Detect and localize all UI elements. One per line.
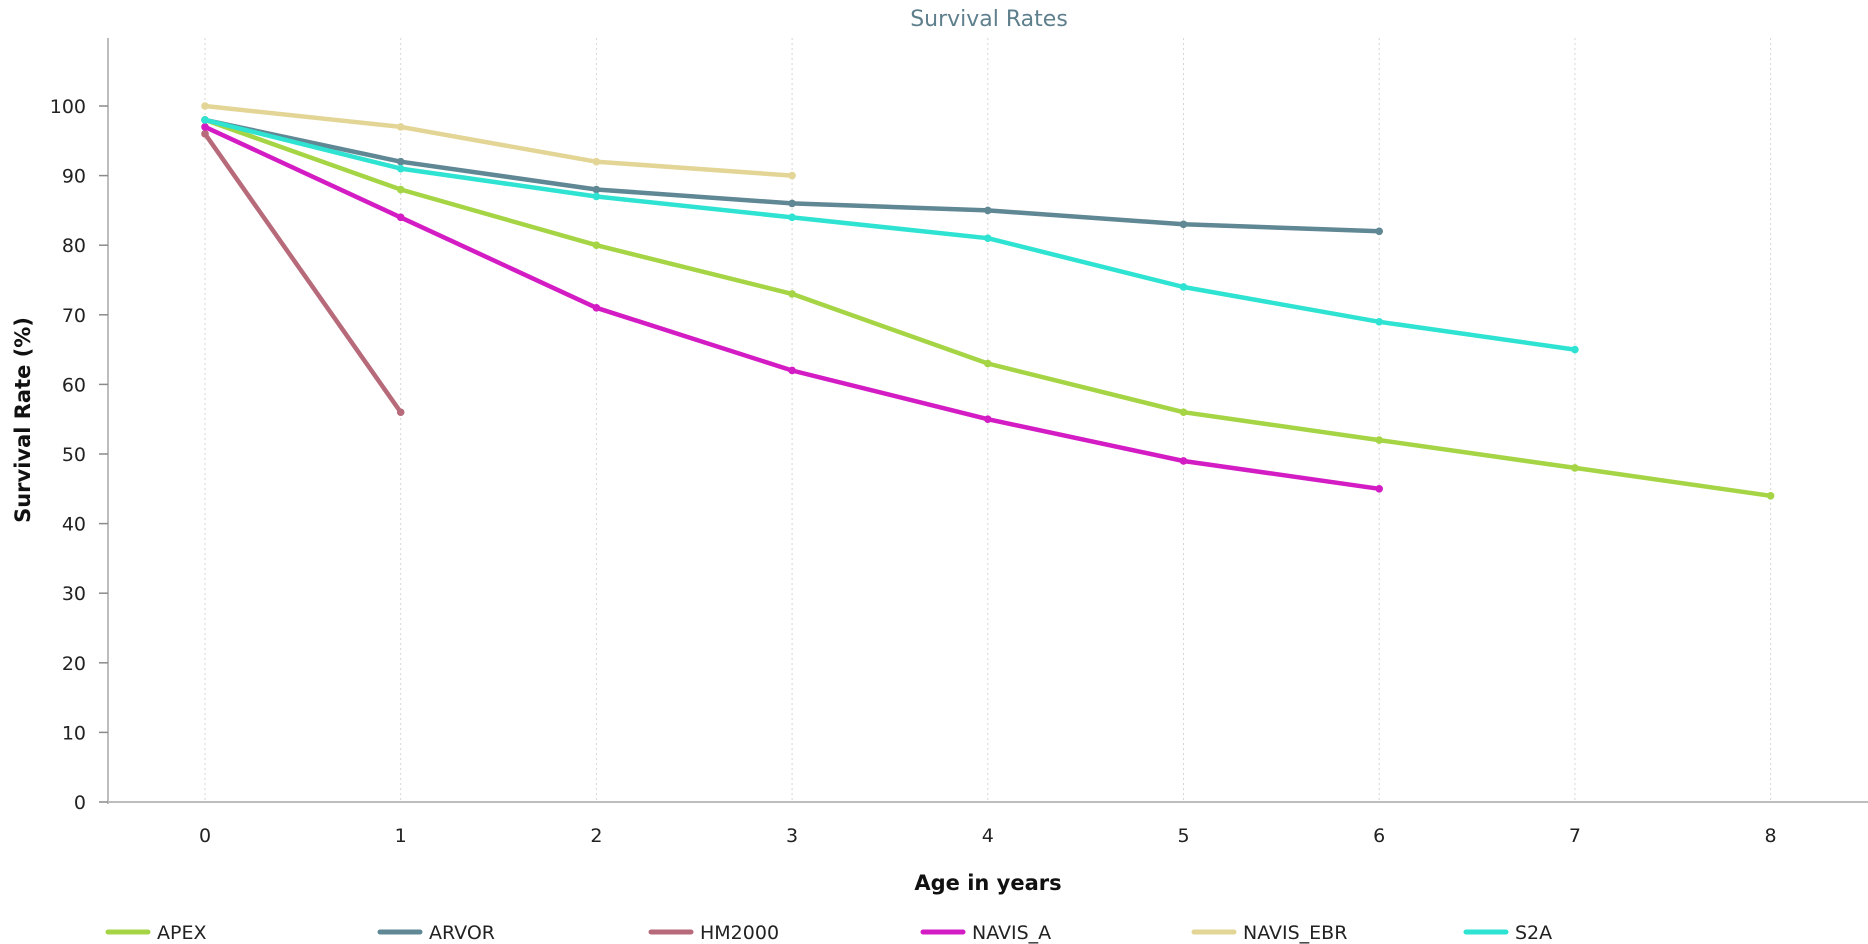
data-point-s2a[interactable] [396, 164, 405, 173]
legend-item-navis-ebr[interactable]: NAVIS_EBR [1191, 922, 1347, 944]
series-navis-a[interactable] [201, 123, 1383, 493]
y-tick-labels: 0 10 20 30 40 50 60 70 80 90 100 [50, 96, 108, 814]
y-tick-label: 30 [62, 583, 86, 605]
series-navis-ebr[interactable] [201, 102, 796, 180]
data-point-hm2000[interactable] [396, 408, 405, 417]
data-point-s2a[interactable] [1571, 345, 1579, 354]
data-point-navis-ebr[interactable] [592, 157, 601, 166]
series-s2a[interactable] [201, 116, 1579, 354]
data-point-navis-a[interactable] [984, 415, 992, 424]
data-point-arvor[interactable] [396, 157, 405, 166]
legend-item-hm2000[interactable]: HM2000 [648, 922, 779, 944]
data-point-apex[interactable] [1375, 436, 1383, 444]
data-point-s2a[interactable] [592, 192, 601, 201]
y-tick-label: 100 [50, 96, 86, 118]
data-point-s2a[interactable] [1179, 283, 1188, 291]
legend-item-s2a[interactable]: S2A [1463, 922, 1552, 944]
y-tick-label: 40 [62, 514, 86, 536]
legend-label: HM2000 [700, 922, 779, 944]
y-tick-label: 0 [74, 792, 86, 814]
legend-item-navis-a[interactable]: NAVIS_A [920, 922, 1051, 944]
data-point-navis-a[interactable] [396, 213, 405, 222]
data-point-s2a[interactable] [788, 213, 796, 222]
y-tick-label: 90 [62, 166, 86, 188]
data-point-navis-a[interactable] [788, 366, 796, 375]
y-tick-label: 70 [62, 305, 86, 327]
x-tick-label: 1 [395, 825, 407, 847]
y-tick-label: 20 [62, 653, 86, 675]
data-point-apex[interactable] [396, 185, 405, 194]
legend-label: NAVIS_A [972, 922, 1051, 944]
legend-item-arvor[interactable]: ARVOR [377, 922, 495, 944]
data-point-navis-a[interactable] [201, 123, 209, 131]
legend[interactable]: APEX ARVOR HM2000 NAVIS_A NAVIS_EBR S2A [105, 922, 1552, 944]
axes [107, 38, 1868, 804]
data-point-arvor[interactable] [984, 206, 992, 215]
data-point-apex[interactable] [788, 290, 796, 298]
data-point-s2a[interactable] [201, 116, 209, 124]
data-point-arvor[interactable] [1179, 220, 1188, 229]
legend-label: NAVIS_EBR [1243, 922, 1347, 944]
data-point-apex[interactable] [1179, 408, 1188, 417]
y-tick-label: 60 [62, 374, 86, 396]
x-axis-title: Age in years [914, 871, 1061, 895]
x-tick-label: 8 [1765, 825, 1777, 847]
x-tick-label: 2 [590, 825, 602, 847]
series-lines [201, 102, 1775, 500]
legend-label: S2A [1515, 922, 1552, 944]
legend-label: ARVOR [429, 922, 495, 944]
legend-item-apex[interactable]: APEX [105, 922, 206, 944]
data-point-s2a[interactable] [1375, 317, 1383, 326]
x-tick-labels: 0 1 2 3 4 5 6 7 8 [199, 825, 1777, 847]
series-hm2000[interactable] [201, 130, 405, 417]
legend-label: APEX [157, 922, 206, 944]
data-point-arvor[interactable] [788, 199, 796, 208]
data-point-arvor[interactable] [592, 185, 601, 194]
series-apex[interactable] [201, 116, 1775, 500]
data-point-navis-a[interactable] [1375, 485, 1383, 493]
series-line-s2a[interactable] [202, 117, 1578, 352]
data-point-navis-ebr[interactable] [788, 171, 796, 180]
y-tick-label: 50 [62, 444, 86, 466]
data-point-apex[interactable] [1571, 464, 1579, 472]
data-point-navis-a[interactable] [1179, 457, 1188, 465]
series-line-navis-ebr[interactable] [202, 103, 795, 178]
grid-lines [204, 38, 1772, 802]
data-point-navis-ebr[interactable] [201, 102, 209, 110]
x-tick-label: 0 [199, 825, 211, 847]
data-point-apex[interactable] [1766, 491, 1775, 500]
x-tick-label: 5 [1177, 825, 1189, 847]
data-point-navis-a[interactable] [592, 304, 601, 312]
series-line-hm2000[interactable] [202, 131, 403, 415]
data-point-apex[interactable] [984, 359, 992, 368]
data-point-s2a[interactable] [984, 234, 992, 243]
x-tick-label: 4 [982, 825, 994, 847]
data-point-hm2000[interactable] [201, 130, 209, 138]
y-axis-title: Survival Rate (%) [11, 317, 35, 523]
y-tick-label: 10 [62, 722, 86, 744]
x-tick-label: 6 [1373, 825, 1385, 847]
x-tick-label: 7 [1569, 825, 1581, 847]
data-point-arvor[interactable] [1375, 227, 1383, 236]
data-point-apex[interactable] [592, 241, 601, 249]
y-tick-label: 80 [62, 235, 86, 257]
series-arvor[interactable] [201, 116, 1383, 236]
chart-title: Survival Rates [910, 7, 1068, 32]
data-point-navis-ebr[interactable] [396, 123, 405, 131]
x-tick-label: 3 [786, 825, 798, 847]
